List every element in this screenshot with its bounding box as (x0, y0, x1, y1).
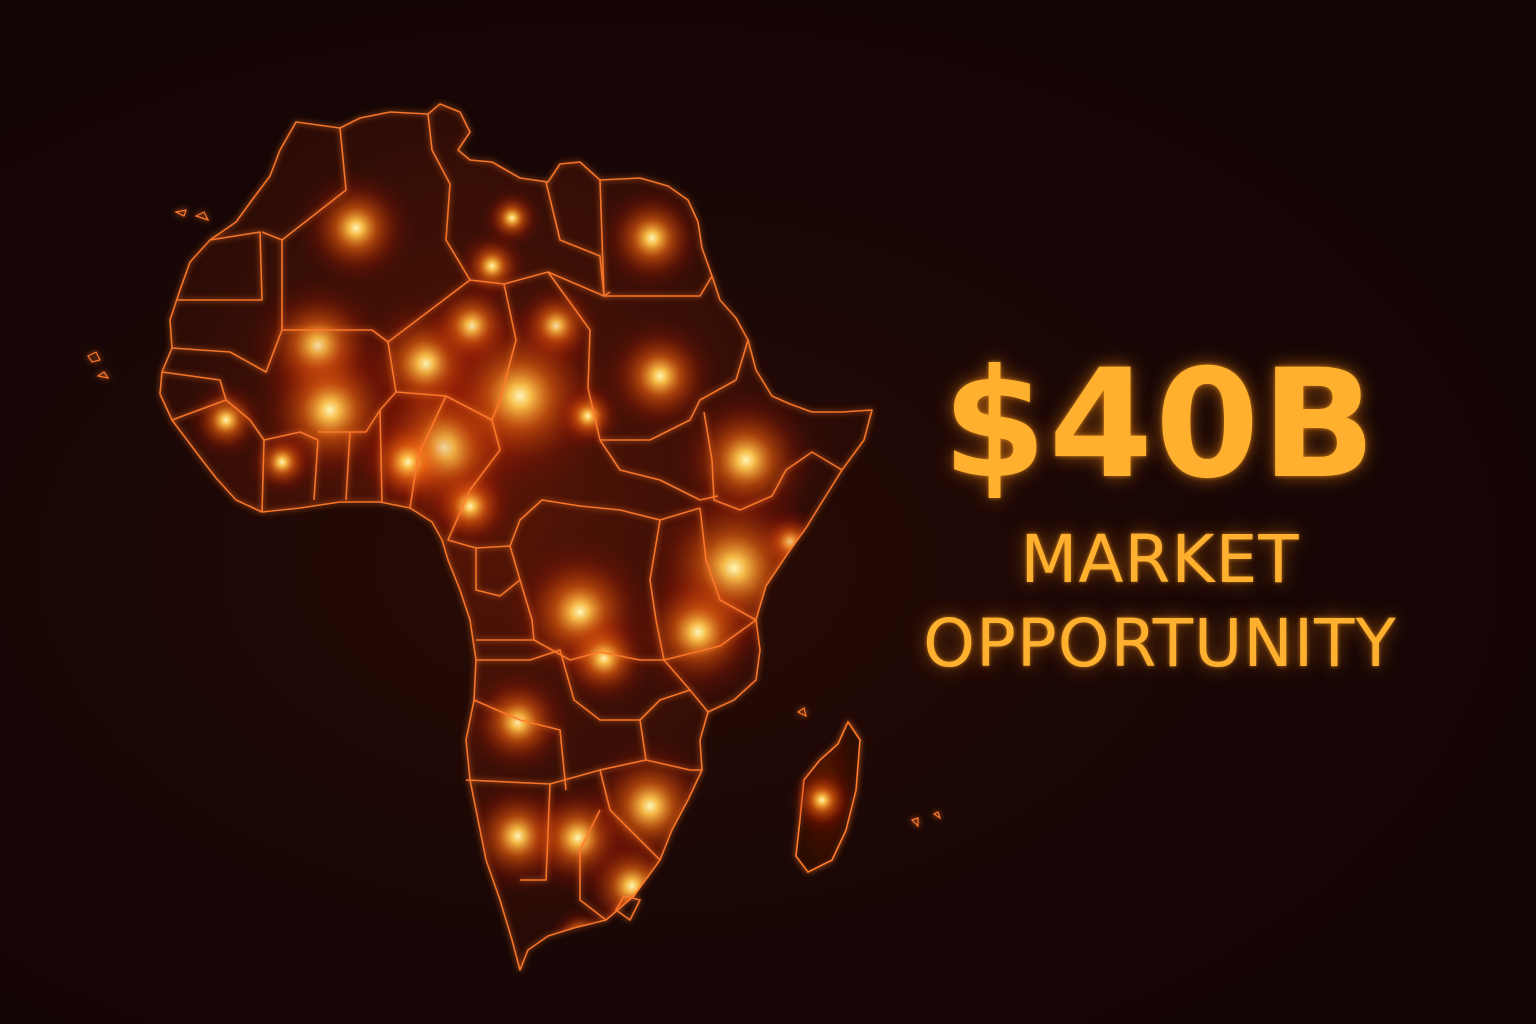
city-light-hotspot (577, 831, 687, 941)
city-light-hotspot (186, 380, 266, 460)
opportunity-label: OPPORTUNITY (923, 605, 1397, 682)
city-light-hotspot (296, 168, 416, 288)
city-light-hotspot (463, 667, 573, 777)
headline-block: $40B MARKET OPPORTUNITY (900, 350, 1420, 686)
market-label: MARKET (1020, 521, 1300, 598)
city-light-hotspot (550, 906, 610, 966)
country-borders (159, 103, 873, 971)
market-size-amount: $40B (942, 338, 1378, 512)
city-light-hotspot (597, 183, 707, 293)
city-light-hotspot (553, 381, 623, 451)
small-islands (87, 209, 942, 828)
city-light-hotspot (425, 461, 515, 551)
city-light-hotspot (600, 892, 660, 952)
city-lights (186, 168, 829, 966)
city-light-hotspot (600, 316, 720, 436)
madagascar (788, 720, 861, 874)
city-light-hotspot (247, 427, 317, 497)
city-light-hotspot (628, 562, 768, 702)
